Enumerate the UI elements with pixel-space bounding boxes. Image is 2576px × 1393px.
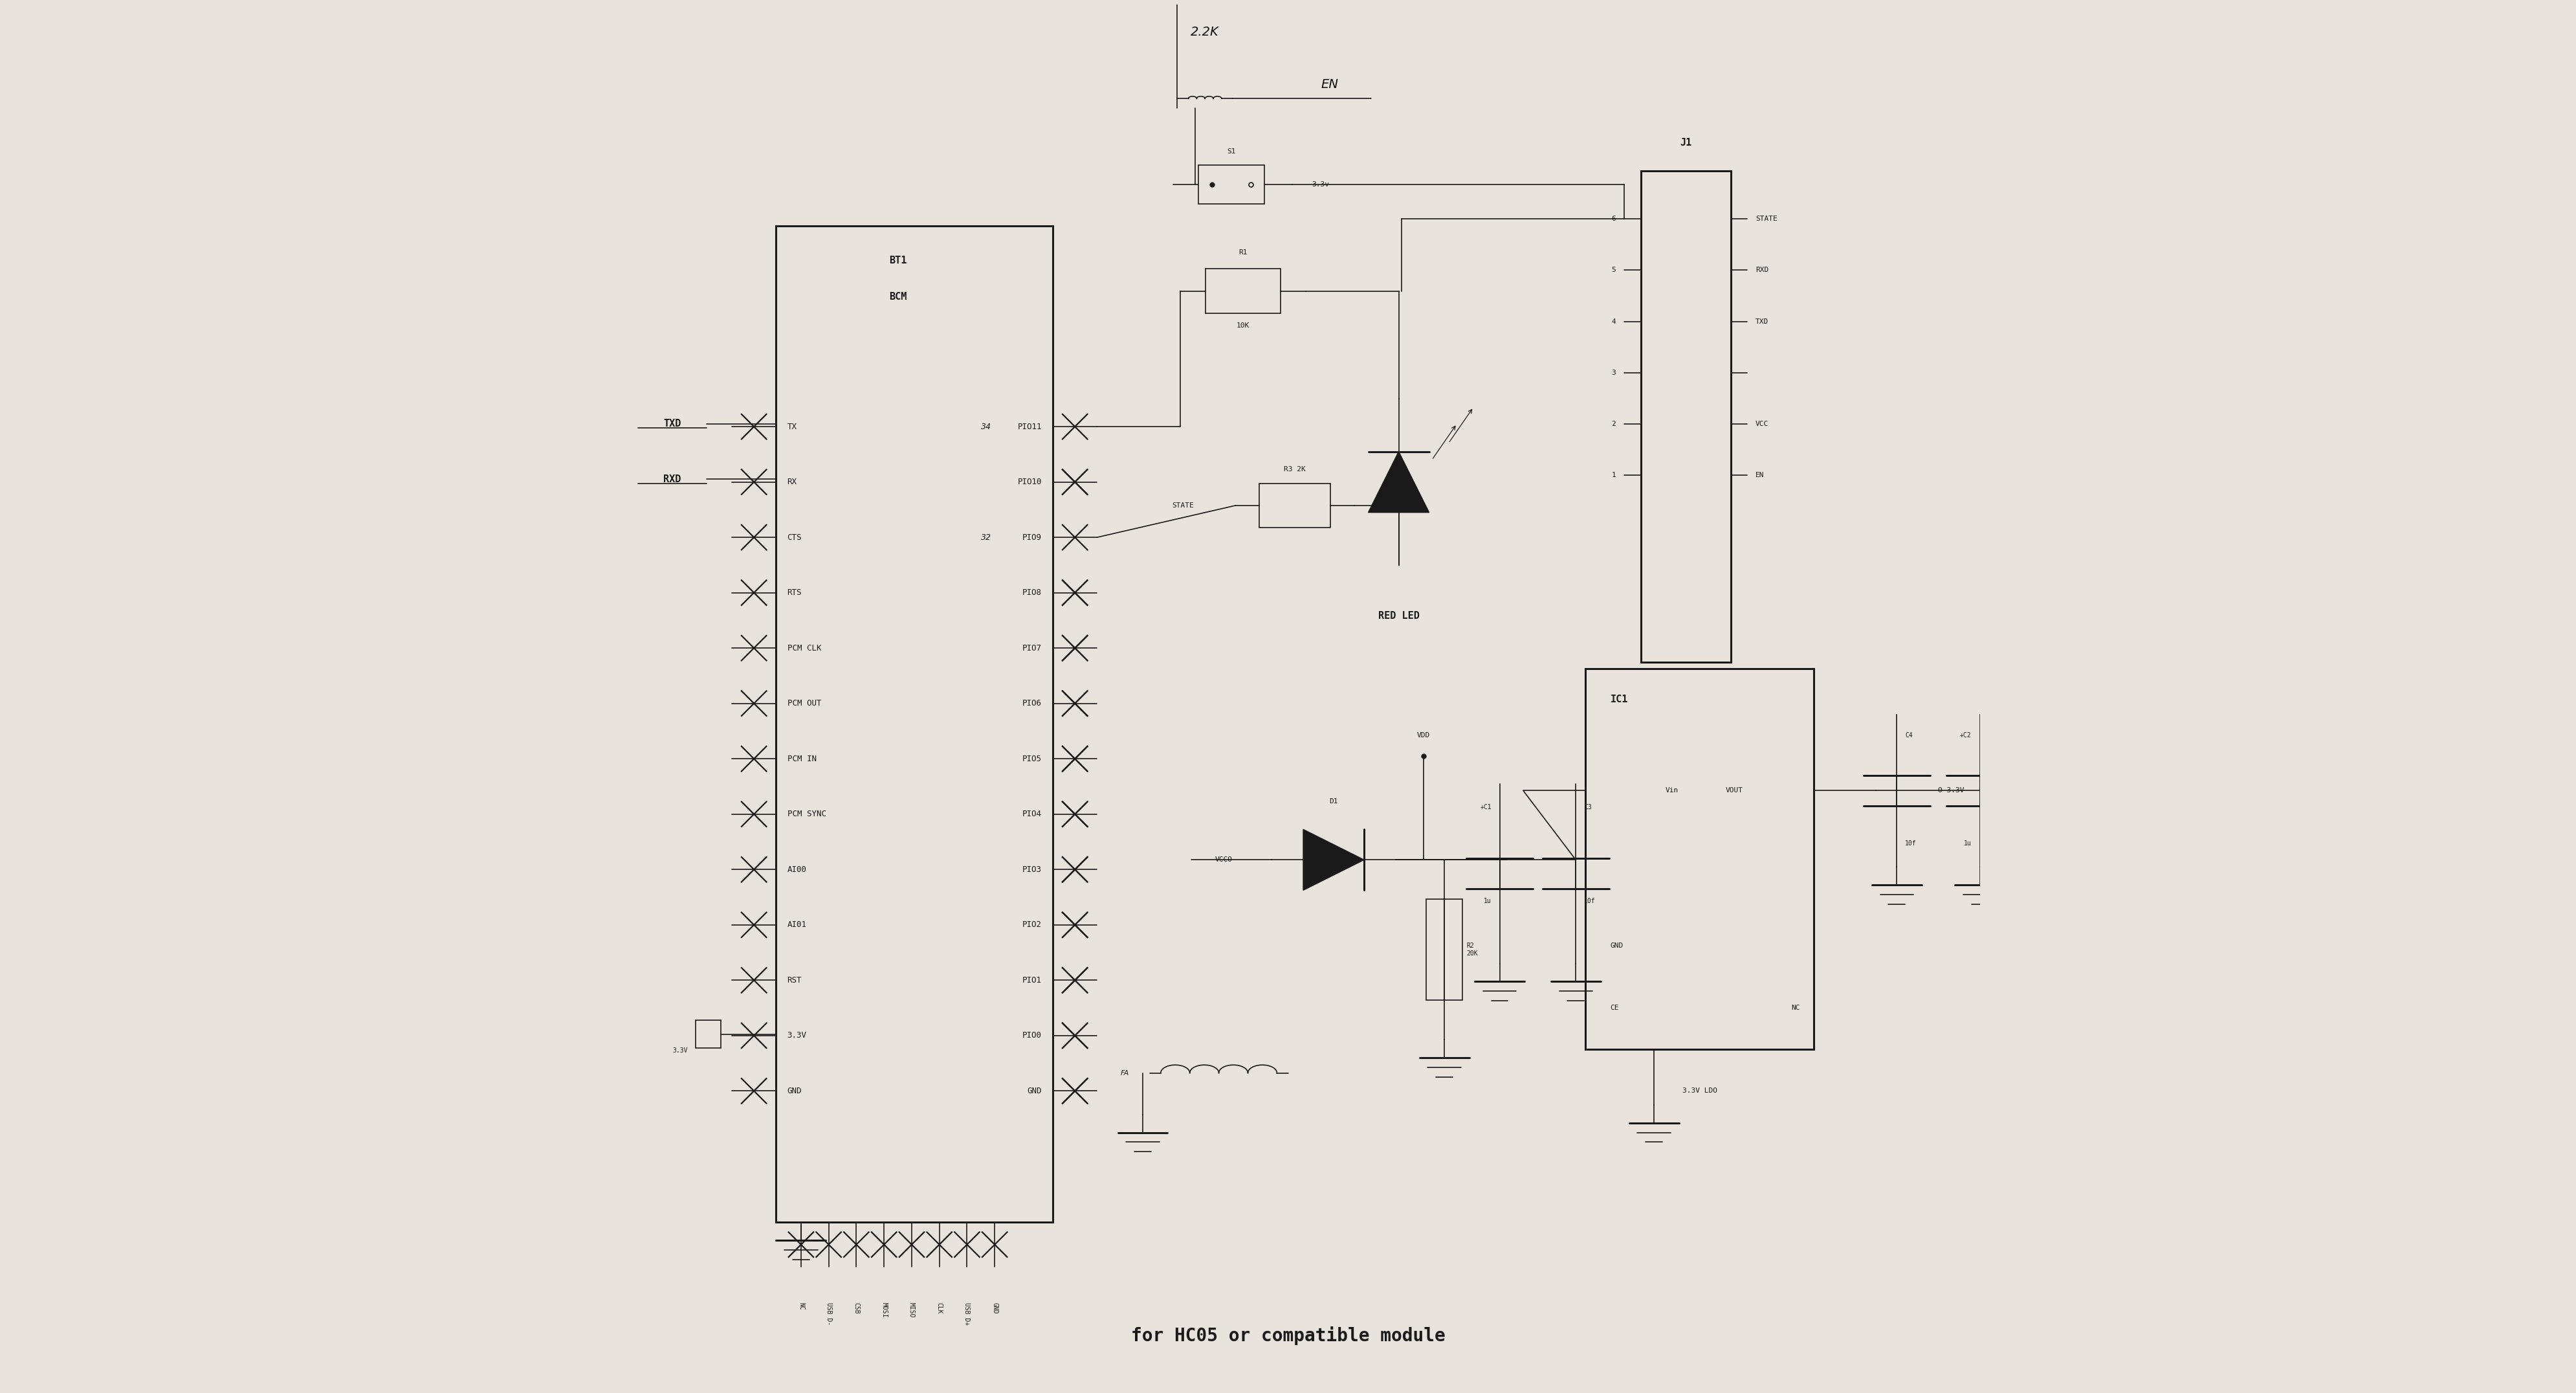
Text: PIO8: PIO8 [1023, 588, 1041, 598]
Bar [1641, 170, 1731, 662]
Text: BCM: BCM [889, 291, 907, 301]
Text: D1: D1 [1329, 798, 1337, 805]
Text: PCM IN: PCM IN [788, 755, 817, 763]
Text: 5: 5 [1613, 267, 1615, 273]
Text: BT1: BT1 [889, 256, 907, 266]
Text: R3 2K: R3 2K [1283, 467, 1306, 472]
Text: USB D-: USB D- [824, 1302, 832, 1326]
Text: PIO3: PIO3 [1023, 865, 1041, 873]
Text: 4: 4 [1613, 318, 1615, 325]
Bar [696, 1020, 721, 1048]
Text: 3.3V: 3.3V [788, 1031, 806, 1039]
Bar [775, 226, 1054, 1223]
Text: RXD: RXD [1757, 267, 1770, 273]
Text: RXD: RXD [665, 475, 680, 483]
Bar [1427, 900, 1463, 1000]
Text: TX: TX [788, 422, 796, 430]
Text: FA: FA [1121, 1070, 1128, 1077]
Text: GND: GND [992, 1302, 997, 1314]
Polygon shape [1368, 451, 1430, 513]
Bar [1198, 164, 1265, 203]
Text: 1: 1 [1613, 472, 1615, 478]
Text: PIO2: PIO2 [1023, 921, 1041, 929]
Text: PIO10: PIO10 [1018, 478, 1041, 486]
Text: 6: 6 [1613, 216, 1615, 223]
Text: CTS: CTS [788, 534, 801, 542]
Text: RED LED: RED LED [1378, 612, 1419, 621]
Text: VOUT: VOUT [1726, 787, 1744, 794]
Text: 3: 3 [1613, 369, 1615, 376]
Text: GND: GND [1028, 1087, 1041, 1095]
Text: RX: RX [788, 478, 796, 486]
Text: CLK: CLK [935, 1302, 943, 1314]
Text: EN: EN [1321, 78, 1340, 91]
Text: CSB: CSB [853, 1302, 860, 1314]
Text: NC: NC [799, 1302, 804, 1311]
Text: J1: J1 [1680, 138, 1692, 148]
Text: PIO5: PIO5 [1023, 755, 1041, 763]
Text: VCCO: VCCO [1216, 857, 1234, 864]
Text: GND: GND [1610, 943, 1623, 949]
Text: STATE: STATE [1757, 216, 1777, 223]
Text: PIO1: PIO1 [1023, 976, 1041, 985]
Text: CE: CE [1610, 1004, 1620, 1011]
Text: RTS: RTS [788, 588, 801, 598]
Text: VDD: VDD [1417, 731, 1430, 738]
Text: 2.2K: 2.2K [1190, 26, 1218, 39]
Text: PCM OUT: PCM OUT [788, 699, 822, 708]
Text: 32: 32 [981, 534, 992, 542]
Text: PIO7: PIO7 [1023, 644, 1041, 652]
Text: TXD: TXD [1757, 318, 1770, 325]
Text: STATE: STATE [1172, 503, 1193, 508]
Text: C3: C3 [1584, 804, 1592, 811]
Text: Vin: Vin [1664, 787, 1680, 794]
Text: PCM CLK: PCM CLK [788, 644, 822, 652]
Text: 10f: 10f [1584, 898, 1595, 904]
Text: EN: EN [1757, 472, 1765, 478]
Text: 3.3V LDO: 3.3V LDO [1682, 1088, 1718, 1094]
Text: PIO4: PIO4 [1023, 809, 1041, 818]
Text: PIO11: PIO11 [1018, 422, 1041, 430]
Text: C4: C4 [1906, 731, 1911, 738]
Text: PIO6: PIO6 [1023, 699, 1041, 708]
Text: VCC: VCC [1757, 421, 1770, 428]
Bar [1206, 269, 1280, 313]
Text: NC: NC [1790, 1004, 1801, 1011]
Text: 1u: 1u [1963, 840, 1971, 847]
Bar [1584, 669, 1814, 1049]
Text: MISO: MISO [909, 1302, 914, 1318]
Text: PIO0: PIO0 [1023, 1031, 1041, 1039]
Text: 10f: 10f [1906, 840, 1917, 847]
Text: AI01: AI01 [788, 921, 806, 929]
Text: 10K: 10K [1236, 322, 1249, 329]
Bar [1260, 483, 1332, 528]
Text: RST: RST [788, 976, 801, 985]
Text: AI00: AI00 [788, 865, 806, 873]
Text: R1: R1 [1239, 249, 1247, 255]
Text: 1u: 1u [1484, 898, 1492, 904]
Text: USB D+: USB D+ [963, 1302, 971, 1326]
Text: for HC05 or compatible module: for HC05 or compatible module [1131, 1326, 1445, 1346]
Text: GND: GND [788, 1087, 801, 1095]
Text: 3.3V: 3.3V [672, 1048, 688, 1055]
Text: S1: S1 [1226, 148, 1236, 155]
Text: +C2: +C2 [1960, 731, 1971, 738]
Text: PCM SYNC: PCM SYNC [788, 809, 827, 818]
Text: PIO9: PIO9 [1023, 534, 1041, 542]
Text: 2: 2 [1613, 421, 1615, 428]
Text: O 3.3V: O 3.3V [1937, 787, 1965, 794]
Text: R2
20K: R2 20K [1466, 943, 1479, 957]
Text: 3.3v: 3.3v [1311, 181, 1329, 188]
Text: 34: 34 [981, 422, 992, 430]
Text: MOSI: MOSI [881, 1302, 886, 1318]
Text: +C1: +C1 [1481, 804, 1492, 811]
Text: IC1: IC1 [1610, 695, 1628, 703]
Polygon shape [1303, 829, 1365, 890]
Text: TXD: TXD [665, 419, 680, 429]
